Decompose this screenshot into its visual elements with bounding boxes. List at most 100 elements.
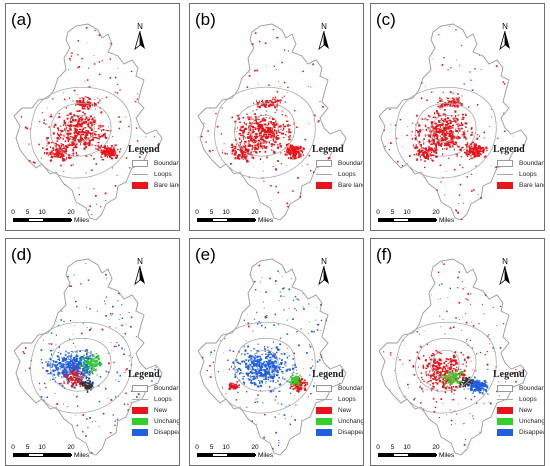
legend-swatch [132, 174, 148, 175]
scale-tick-label: 0 [376, 209, 380, 216]
scale-unit: Miles [258, 217, 274, 224]
panel-label: (d) [11, 245, 32, 264]
map-canvas [378, 258, 528, 456]
legend-item: Disappeared [497, 427, 544, 438]
loops [214, 86, 316, 179]
legend-swatch [132, 429, 148, 436]
legend-swatch [132, 182, 148, 189]
legend-swatch [316, 385, 332, 392]
loops [30, 86, 132, 179]
legend-swatch [497, 407, 513, 414]
scale-tick-label: 5 [209, 209, 214, 216]
panel-label: (a) [11, 10, 32, 29]
legend-item: Boundary [132, 383, 179, 394]
map-canvas [13, 258, 163, 456]
legend-swatch [316, 174, 332, 175]
legend-swatch [132, 399, 148, 400]
legend-swatch [316, 429, 332, 436]
legend-label: New [338, 407, 352, 414]
legend-swatch [497, 182, 513, 189]
scale-tick-label: 0 [11, 209, 15, 216]
scale-bar-graphic [13, 453, 72, 457]
legend-item: Boundary [316, 383, 363, 394]
legend-item: New [497, 405, 533, 416]
scale-tick-label: 20 [67, 444, 75, 451]
loops [395, 321, 497, 414]
scale-tick-label: 5 [25, 444, 30, 451]
legend: Legend Boundary Loops Bare land [493, 144, 544, 191]
north-label: N [502, 22, 508, 31]
map-canvas [197, 23, 347, 221]
scale-bar: 0 5 10 20 Miles [376, 444, 454, 459]
legend-swatch [497, 418, 513, 425]
scale-bar-graphic [197, 453, 256, 457]
scale-unit: Miles [74, 452, 90, 459]
legend-title: Legend [128, 144, 160, 155]
map-canvas [13, 23, 163, 221]
legend-swatch [316, 160, 332, 167]
map-panel: (b) N Legend Boundary Loops Bare land 0 5 10 20 Mi… [189, 3, 364, 231]
north-arrow-icon: N [316, 22, 332, 51]
legend: Legend Boundary Loops Bare land [312, 144, 363, 191]
scale-tick-label: 10 [222, 444, 230, 451]
legend-item: Bare land [132, 180, 179, 191]
legend-label: Loops [519, 171, 537, 178]
map-panel: (e) N Legend Boundary Loops New Unchanged Disap… [189, 238, 364, 466]
north-arrow-icon: N [132, 257, 148, 286]
panel-label: (b) [195, 10, 216, 29]
legend-title: Legend [312, 144, 344, 155]
legend-label: Boundary [338, 385, 364, 392]
north-arrow-icon: N [132, 22, 148, 51]
legend-title: Legend [493, 144, 525, 155]
legend-label: Bare land [338, 182, 364, 189]
scale-tick-label: 5 [209, 444, 214, 451]
north-label: N [137, 22, 143, 31]
legend-swatch [132, 418, 148, 425]
land-cover-pixels [201, 264, 340, 450]
legend-label: New [519, 407, 533, 414]
legend-item: Unchanged [316, 416, 363, 427]
legend: Legend Boundary Loops New Unchanged Disappear… [493, 369, 544, 438]
scale-tick-label: 10 [222, 209, 230, 216]
legend-swatch [132, 385, 148, 392]
scale-bar: 0 5 10 20 Miles [195, 209, 273, 224]
scale-tick-label: 5 [25, 209, 30, 216]
legend-swatch [497, 385, 513, 392]
legend-item: Loops [316, 169, 356, 180]
scale-tick-label: 0 [376, 444, 380, 451]
land-cover-pixels [383, 261, 523, 446]
legend-label: Unchanged [338, 418, 364, 425]
scale-tick-label: 20 [251, 209, 259, 216]
legend-swatch [316, 182, 332, 189]
map-panel: (d) N Legend Boundary Loops New Unchanged Disap… [5, 238, 180, 466]
scale-tick-label: 20 [251, 444, 259, 451]
scale-tick-label: 10 [38, 209, 46, 216]
legend: Legend Boundary Loops New Unchanged Disappear… [312, 369, 363, 438]
legend-swatch [316, 399, 332, 400]
north-label: N [321, 22, 327, 31]
legend-label: Loops [338, 171, 356, 178]
legend: Legend Boundary Loops Bare land [128, 144, 179, 191]
map-canvas [378, 23, 528, 221]
scale-tick-label: 10 [403, 209, 411, 216]
scale-tick-label: 0 [11, 444, 15, 451]
panel-label: (f) [376, 245, 393, 264]
scale-bar-graphic [378, 218, 437, 222]
legend-label: Disappeared [154, 429, 179, 436]
legend-label: Bare land [154, 182, 180, 189]
loops [30, 321, 132, 414]
legend-item: Disappeared [132, 427, 179, 438]
scale-unit: Miles [258, 452, 274, 459]
legend-title: Legend [493, 369, 525, 380]
panel-label: (e) [195, 245, 216, 264]
legend-swatch [132, 407, 148, 414]
scale-tick-label: 0 [195, 209, 199, 216]
legend-item: Loops [132, 394, 172, 405]
scale-bar-graphic [378, 453, 437, 457]
legend-label: Disappeared [338, 429, 363, 436]
legend-label: Loops [154, 171, 172, 178]
legend-swatch [497, 174, 513, 175]
legend-item: Bare land [316, 180, 363, 191]
legend-item: Loops [497, 169, 537, 180]
scale-bar: 0 5 10 20 Miles [195, 444, 273, 459]
